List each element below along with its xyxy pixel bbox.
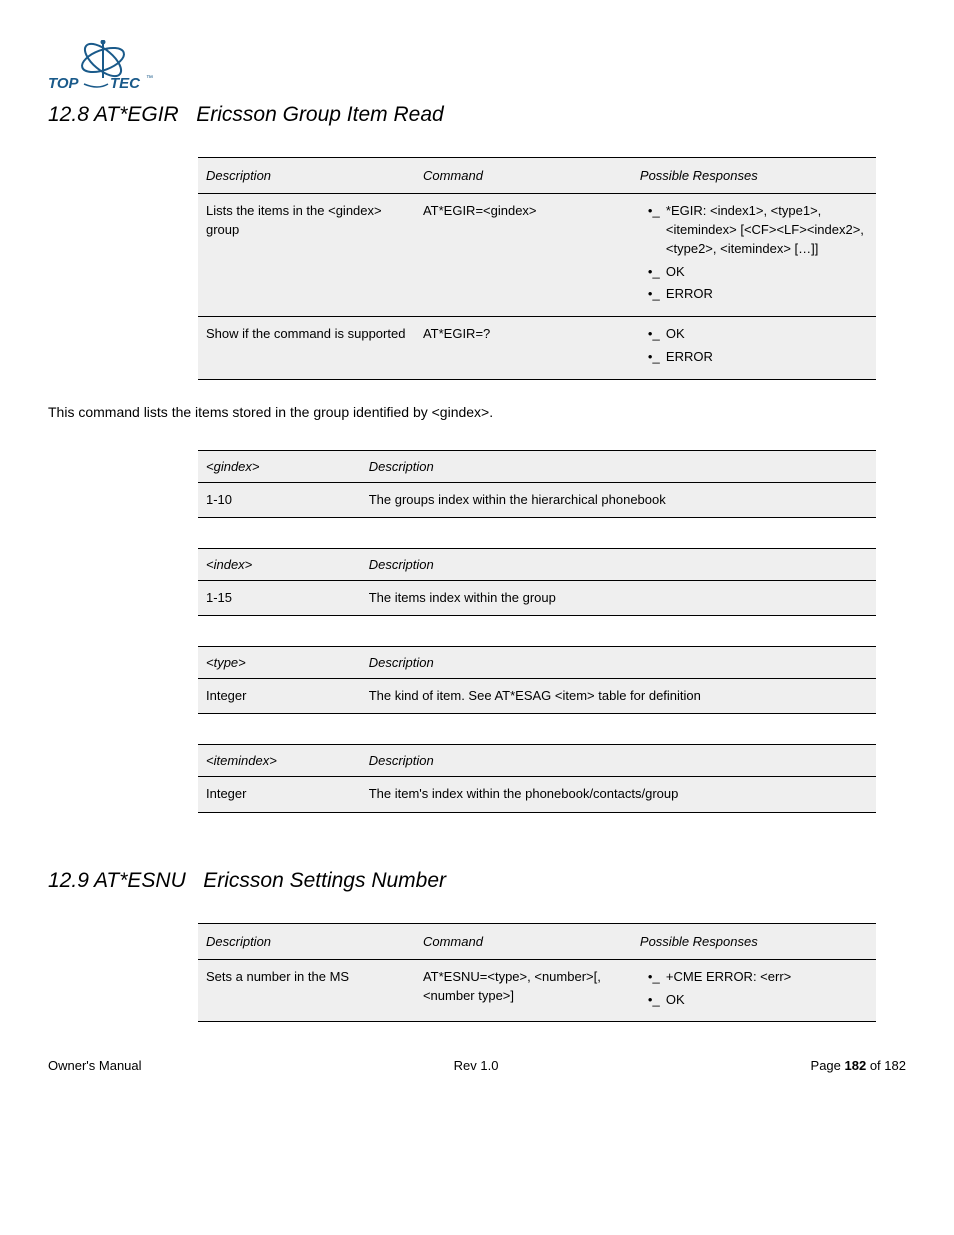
cell-description: Lists the items in the <gindex> group bbox=[198, 194, 415, 317]
param-table-type: <type> Description Integer The kind of i… bbox=[198, 646, 876, 714]
table-row: Lists the items in the <gindex> group AT… bbox=[198, 194, 876, 317]
param-table-gindex: <gindex> Description 1-10 The groups ind… bbox=[198, 450, 876, 518]
cell-command: AT*ESNU=<type>, <number>[,<number type>] bbox=[415, 959, 632, 1022]
cell-value: 1-15 bbox=[198, 581, 361, 616]
cell-responses: *EGIR: <index1>, <type1>,<itemindex> [<C… bbox=[632, 194, 876, 317]
th-description: Description bbox=[361, 450, 876, 482]
param-table-itemindex: <itemindex> Description Integer The item… bbox=[198, 744, 876, 812]
svg-text:TEC: TEC bbox=[110, 75, 141, 92]
th-description: Description bbox=[361, 745, 876, 777]
response-item: ERROR bbox=[656, 348, 868, 367]
cell-responses: OK ERROR bbox=[632, 317, 876, 380]
param-table-index: <index> Description 1-15 The items index… bbox=[198, 548, 876, 616]
section-heading-egir: 12.8 AT*EGIR Ericsson Group Item Read bbox=[48, 103, 906, 127]
response-item: *EGIR: <index1>, <type1>,<itemindex> [<C… bbox=[656, 202, 868, 259]
page-footer: Owner's Manual Rev 1.0 Page 182 of 182 bbox=[48, 1052, 906, 1073]
response-item: ERROR bbox=[656, 285, 868, 304]
response-item: OK bbox=[656, 991, 868, 1010]
cell-value: Integer bbox=[198, 679, 361, 714]
section-number: 12.8 bbox=[48, 103, 89, 126]
body-paragraph: This command lists the items stored in t… bbox=[48, 404, 906, 420]
cell-description: The kind of item. See AT*ESAG <item> tab… bbox=[361, 679, 876, 714]
th-description: Description bbox=[198, 158, 415, 194]
table-row: 1-15 The items index within the group bbox=[198, 581, 876, 616]
cell-description: The groups index within the hierarchical… bbox=[361, 482, 876, 517]
th-command: Command bbox=[415, 158, 632, 194]
toptec-logo-icon: TOP TEC ™ bbox=[48, 40, 158, 92]
cell-description: The item's index within the phonebook/co… bbox=[361, 777, 876, 812]
th-description: Description bbox=[361, 647, 876, 679]
section-command: AT*ESNU bbox=[94, 869, 186, 892]
cell-responses: +CME ERROR: <err> OK bbox=[632, 959, 876, 1022]
table-row: 1-10 The groups index within the hierarc… bbox=[198, 482, 876, 517]
table-row: Show if the command is supported AT*EGIR… bbox=[198, 317, 876, 380]
section-title: Ericsson Group Item Read bbox=[196, 103, 443, 126]
section-heading-esnu: 12.9 AT*ESNU Ericsson Settings Number bbox=[48, 869, 906, 893]
svg-text:TOP: TOP bbox=[48, 75, 80, 92]
cell-description: Sets a number in the MS bbox=[198, 959, 415, 1022]
table-row: Integer The kind of item. See AT*ESAG <i… bbox=[198, 679, 876, 714]
th-command: Command bbox=[415, 923, 632, 959]
footer-center: Rev 1.0 bbox=[454, 1058, 499, 1073]
logo: TOP TEC ™ bbox=[48, 40, 906, 95]
section-number: 12.9 bbox=[48, 869, 89, 892]
cell-value: Integer bbox=[198, 777, 361, 812]
response-item: OK bbox=[656, 325, 868, 344]
cell-command: AT*EGIR=? bbox=[415, 317, 632, 380]
th-responses: Possible Responses bbox=[632, 158, 876, 194]
cell-description: Show if the command is supported bbox=[198, 317, 415, 380]
th-description: Description bbox=[361, 549, 876, 581]
cell-command: AT*EGIR=<gindex> bbox=[415, 194, 632, 317]
response-item: OK bbox=[656, 263, 868, 282]
footer-page: Page 182 of 182 bbox=[811, 1058, 906, 1073]
table-row: Integer The item's index within the phon… bbox=[198, 777, 876, 812]
cell-description: The items index within the group bbox=[361, 581, 876, 616]
section-command: AT*EGIR bbox=[94, 103, 179, 126]
th-param: <gindex> bbox=[198, 450, 361, 482]
th-param: <index> bbox=[198, 549, 361, 581]
command-table-esnu: Description Command Possible Responses S… bbox=[198, 923, 876, 1023]
th-description: Description bbox=[198, 923, 415, 959]
cell-value: 1-10 bbox=[198, 482, 361, 517]
command-table-egir: Description Command Possible Responses L… bbox=[198, 157, 876, 380]
table-row: Sets a number in the MS AT*ESNU=<type>, … bbox=[198, 959, 876, 1022]
th-param: <type> bbox=[198, 647, 361, 679]
section-title: Ericsson Settings Number bbox=[203, 869, 446, 892]
svg-text:™: ™ bbox=[146, 75, 153, 82]
th-param: <itemindex> bbox=[198, 745, 361, 777]
footer-left: Owner's Manual bbox=[48, 1058, 142, 1073]
response-item: +CME ERROR: <err> bbox=[656, 968, 868, 987]
th-responses: Possible Responses bbox=[632, 923, 876, 959]
